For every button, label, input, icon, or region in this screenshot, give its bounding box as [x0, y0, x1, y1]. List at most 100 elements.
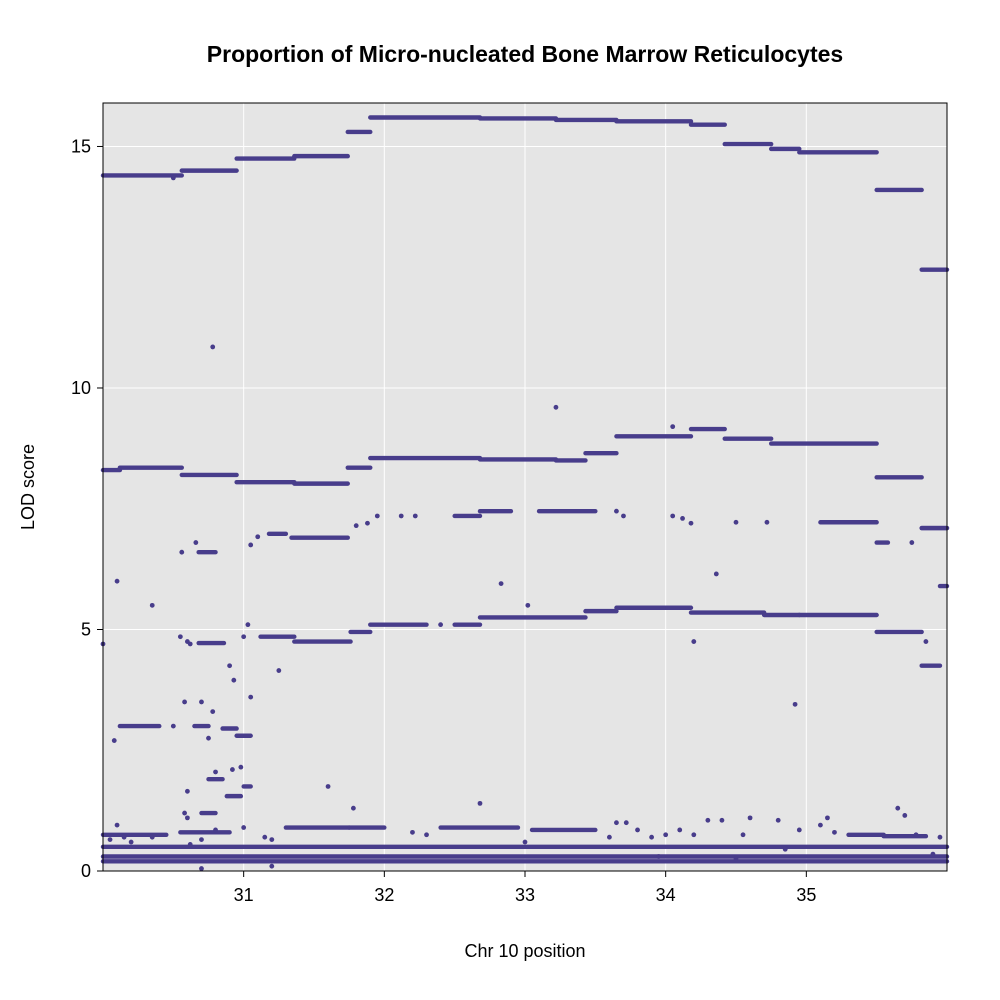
- y-tick-label: 0: [81, 861, 91, 881]
- chart-title: Proportion of Micro-nucleated Bone Marro…: [207, 41, 843, 67]
- series-2-point: [688, 520, 694, 526]
- series-5-point: [937, 834, 943, 840]
- series-4-point: [248, 694, 254, 700]
- series-5-point: [902, 813, 908, 818]
- series-5-point: [262, 834, 268, 840]
- y-tick-label: 10: [71, 378, 91, 398]
- series-5-point: [832, 829, 837, 835]
- series-5-point: [733, 856, 739, 862]
- series-5-point: [656, 854, 662, 859]
- series-5-point: [913, 832, 919, 838]
- series-5-point: [635, 827, 640, 833]
- series-3-point: [241, 634, 247, 640]
- series-5-point: [614, 820, 619, 826]
- series-4-point: [210, 709, 216, 715]
- series-5-point: [269, 837, 275, 843]
- series-5-point: [705, 817, 711, 823]
- series-4-point: [325, 784, 331, 789]
- series-5-point: [107, 837, 113, 843]
- series-0-point: [170, 175, 176, 181]
- series-3-point: [177, 634, 183, 640]
- series-2-point: [614, 508, 619, 514]
- series-2-point: [193, 540, 199, 545]
- series-3-point: [438, 622, 443, 628]
- series-5-point: [825, 815, 830, 821]
- series-5-point: [199, 837, 204, 843]
- series-5-point: [796, 827, 802, 833]
- series-2-point: [179, 549, 185, 555]
- series-5-point: [199, 866, 204, 871]
- x-axis-label: Chr 10 position: [464, 941, 585, 961]
- y-tick-label: 5: [81, 619, 91, 639]
- series-2-point: [374, 513, 380, 519]
- x-tick-label: 31: [234, 885, 254, 905]
- series-2-point: [713, 571, 719, 577]
- series-5-point: [410, 829, 415, 835]
- y-tick-label: 15: [71, 136, 91, 156]
- series-4-point: [182, 699, 187, 705]
- series-4-point: [185, 788, 190, 794]
- series-5-point: [719, 817, 725, 823]
- series-2-point: [525, 602, 531, 608]
- series-5-point: [269, 863, 275, 869]
- point-marks: [100, 175, 943, 871]
- series-3-point: [227, 663, 233, 669]
- series-2-point: [764, 519, 770, 525]
- series-3-point: [231, 677, 237, 683]
- series-2-point: [733, 519, 739, 525]
- series-4-point: [213, 769, 218, 775]
- x-axis-ticks: 31 32 33 34 35: [234, 871, 816, 905]
- series-3-point: [691, 639, 697, 644]
- series-5-point: [930, 851, 936, 857]
- y-axis-ticks: 0 5 10 15: [71, 136, 103, 881]
- series-4-point: [185, 815, 190, 821]
- series-2-point: [255, 534, 261, 540]
- series-5-point: [424, 832, 429, 838]
- series-5-point: [895, 805, 901, 811]
- series-4-point: [199, 699, 204, 705]
- y-axis-label: LOD score: [18, 444, 38, 530]
- series-5-point: [114, 822, 120, 828]
- series-5-point: [775, 817, 781, 823]
- series-3-point: [245, 622, 251, 628]
- series-5-point: [241, 825, 247, 830]
- series-5-point: [607, 834, 612, 840]
- series-2-point: [412, 513, 418, 519]
- series-4-point: [350, 805, 356, 811]
- series-4-point: [477, 800, 483, 806]
- series-5-point: [740, 832, 746, 838]
- series-5-point: [782, 846, 788, 852]
- series-1-point: [553, 404, 559, 410]
- series-5-point: [128, 839, 134, 845]
- series-5-point: [213, 827, 218, 833]
- series-5-point: [747, 815, 753, 821]
- series-4-point: [170, 723, 176, 729]
- series-2-point: [353, 523, 359, 529]
- series-2-point: [114, 578, 120, 584]
- series-5-point: [149, 834, 155, 840]
- segment-marks: [100, 115, 950, 864]
- series-2-point: [621, 513, 626, 519]
- x-tick-label: 32: [374, 885, 394, 905]
- x-tick-label: 33: [515, 885, 535, 905]
- series-1-point: [210, 344, 216, 350]
- series-2-point: [670, 513, 676, 519]
- series-5-point: [649, 834, 654, 840]
- x-tick-label: 34: [656, 885, 676, 905]
- series-3-point: [187, 641, 193, 647]
- series-4-point: [230, 767, 235, 772]
- series-2-point: [398, 513, 404, 519]
- series-4-point: [206, 735, 211, 741]
- series-5-point: [522, 839, 528, 845]
- series-2-point: [909, 540, 915, 545]
- series-4-point: [238, 764, 244, 770]
- series-5-point: [623, 820, 629, 826]
- series-5-point: [187, 842, 193, 847]
- series-3-point: [923, 639, 929, 644]
- series-5-point: [818, 822, 823, 828]
- series-3-point: [792, 701, 798, 707]
- x-tick-label: 35: [796, 885, 816, 905]
- series-5-point: [663, 832, 669, 838]
